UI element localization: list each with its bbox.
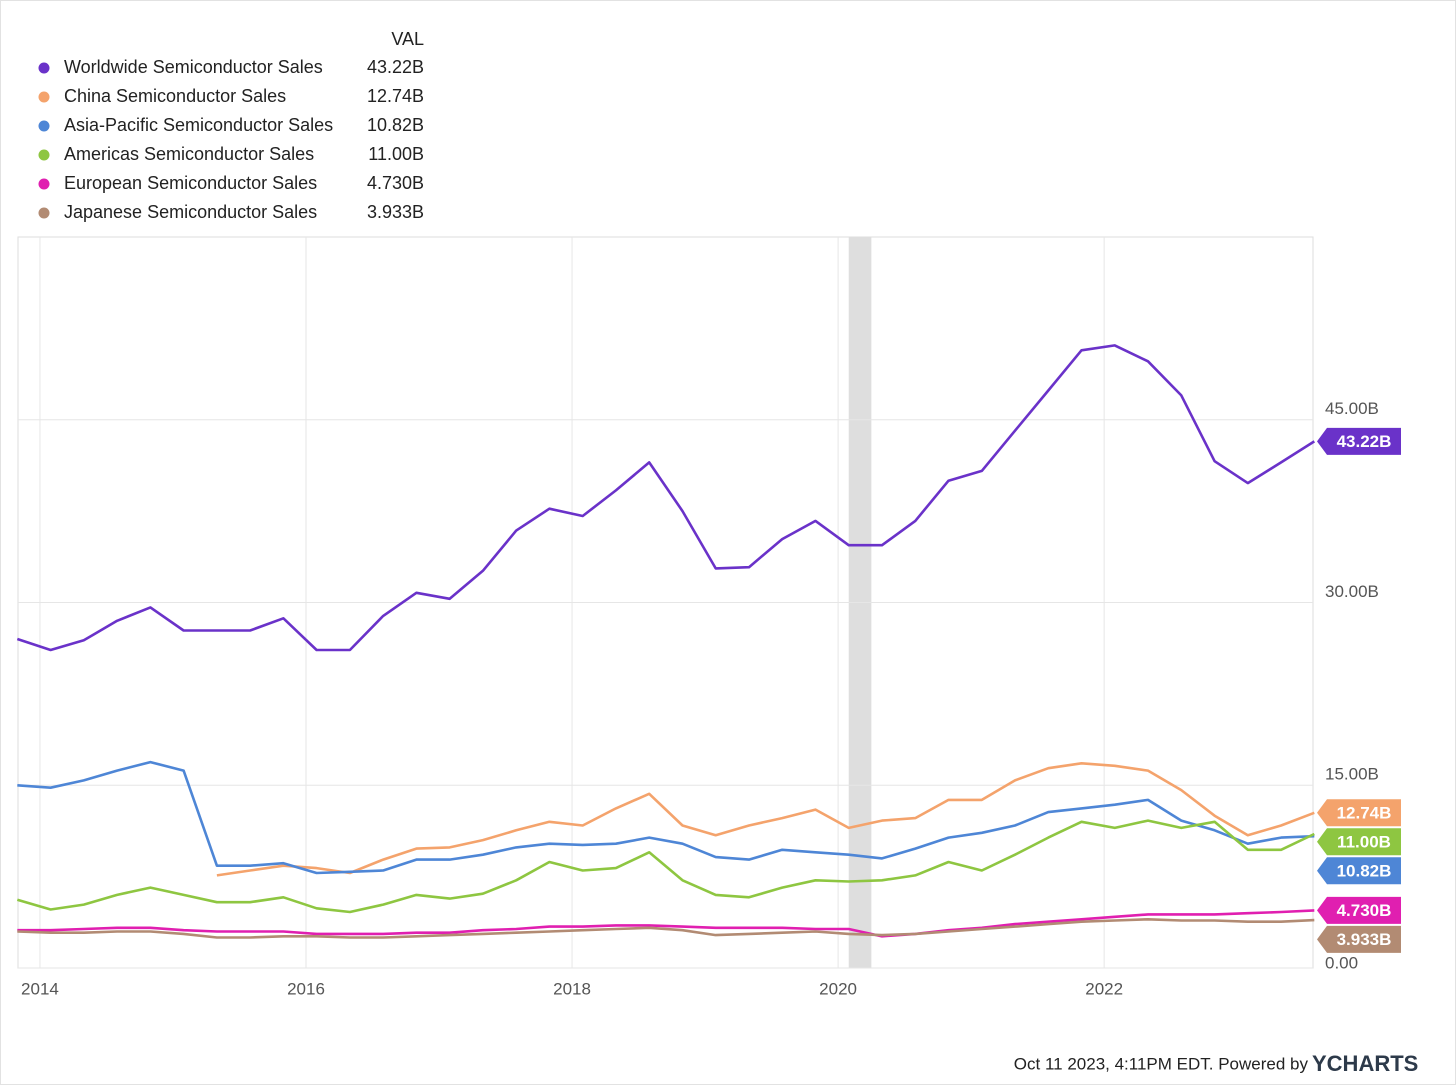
x-tick-label: 2022 (1085, 979, 1123, 998)
legend-swatch (38, 178, 50, 190)
y-tick-label: 45.00B (1325, 399, 1379, 418)
legend-swatch (38, 91, 50, 103)
legend-header: VAL (391, 29, 424, 49)
legend-value: 12.74B (367, 86, 424, 106)
series-line (16, 344, 1315, 652)
footer-logo: YCHARTS (1312, 1051, 1418, 1076)
legend-value: 11.00B (368, 144, 424, 164)
legend-value: 3.933B (367, 202, 424, 222)
end-tag-label: 11.00B (1337, 832, 1391, 851)
footer-text: Oct 11 2023, 4:11PM EDT. Powered by (1014, 1054, 1309, 1073)
legend-label: China Semiconductor Sales (64, 86, 286, 106)
series-line (17, 918, 1315, 939)
series-line (216, 762, 1315, 877)
legend-label: Asia-Pacific Semiconductor Sales (64, 115, 333, 135)
legend-swatch (38, 62, 50, 74)
end-tag-label: 12.74B (1337, 803, 1392, 822)
end-tag (1317, 799, 1401, 827)
legend-label: European Semiconductor Sales (64, 173, 317, 193)
y-tick-label: 15.00B (1325, 765, 1379, 784)
end-tag-label: 3.933B (1337, 930, 1392, 949)
end-tag-label: 43.22B (1337, 432, 1392, 451)
legend-swatch (38, 120, 50, 132)
series-line (17, 909, 1315, 938)
x-tick-label: 2018 (553, 979, 591, 998)
legend-label: Americas Semiconductor Sales (64, 144, 314, 164)
legend-value: 4.730B (367, 173, 424, 193)
end-tag-label: 10.82B (1337, 861, 1392, 880)
y-tick-label: 30.00B (1325, 582, 1379, 601)
end-tag-label: 4.730B (1337, 901, 1392, 920)
series-line (16, 819, 1315, 914)
end-tag (1317, 427, 1401, 455)
end-tag (1317, 925, 1401, 953)
x-tick-label: 2016 (287, 979, 325, 998)
x-tick-label: 2020 (819, 979, 857, 998)
end-tag (1317, 896, 1401, 924)
x-tick-label: 2014 (21, 979, 59, 998)
legend-value: 43.22B (367, 57, 424, 77)
y-tick-label: 0.00 (1325, 953, 1358, 972)
legend-label: Japanese Semiconductor Sales (64, 202, 317, 222)
legend-value: 10.82B (367, 115, 424, 135)
series-line (17, 760, 1315, 875)
end-tag (1317, 828, 1401, 856)
legend-swatch (38, 149, 50, 161)
legend-label: Worldwide Semiconductor Sales (64, 57, 323, 77)
end-tag (1317, 857, 1401, 885)
legend-swatch (38, 207, 50, 219)
